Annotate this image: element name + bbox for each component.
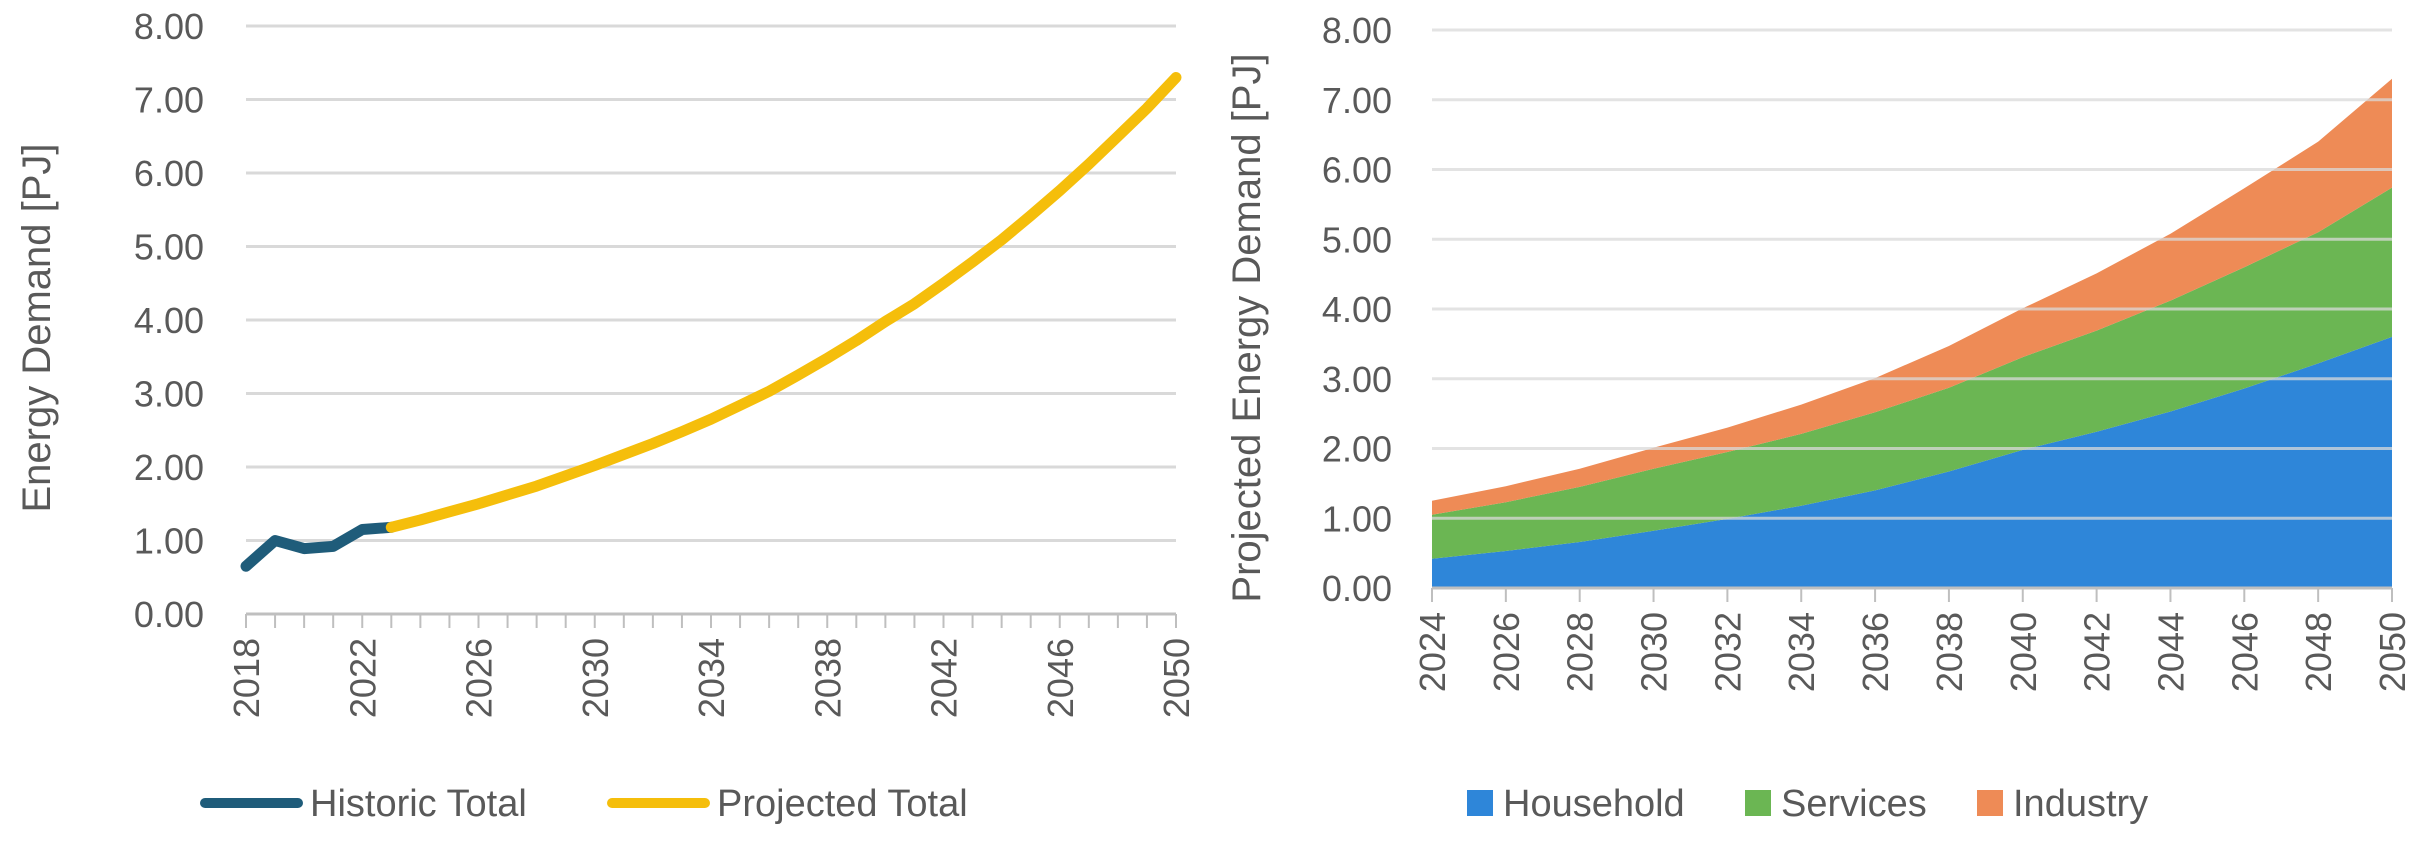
series-line-projected-total (385, 72, 1182, 533)
x-tick-label: 2034 (691, 638, 732, 718)
x-tick-label: 2026 (1486, 612, 1527, 692)
y-tick-label: 4.00 (134, 300, 204, 341)
x-tick-label: 2044 (2150, 612, 2191, 692)
y-axis-title: Projected Energy Demand [PJ] (1225, 53, 1269, 602)
y-tick-label: 3.00 (134, 374, 204, 415)
x-tick-label: 2050 (2372, 612, 2413, 692)
chart-energy-demand: 2018 2022 2026 2030 2034 2038 2042 2046 2050 0.0… (15, 6, 1197, 825)
grid-lines (1432, 28, 2392, 520)
y-tick-labels: 0.00 1.00 2.00 3.00 4.00 5.00 6.00 7.00 8.00 (134, 6, 204, 635)
legend: Household Services Industry (1467, 783, 2148, 825)
x-tick-label: 2030 (1634, 612, 1675, 692)
y-tick-label: 1.00 (134, 521, 204, 562)
stacked-areas (1432, 78, 2392, 588)
grid-lines (246, 24, 1176, 542)
y-tick-labels: 0.00 1.00 2.00 3.00 4.00 5.00 6.00 7.00 8.00 (1322, 10, 1392, 609)
x-tick-label: 2038 (807, 638, 848, 718)
x-tick-label: 2022 (342, 638, 383, 718)
x-tick-label: 2034 (1781, 612, 1822, 692)
area-household (1432, 336, 2392, 588)
series-lines (240, 72, 1182, 572)
series-line-historic-total (240, 521, 397, 572)
x-tick-label: 2026 (459, 638, 500, 718)
y-tick-label: 6.00 (134, 153, 204, 194)
x-tick-label: 2048 (2298, 612, 2339, 692)
area-services (1432, 187, 2392, 559)
x-tick-label: 2028 (1560, 612, 1601, 692)
y-tick-label: 7.00 (134, 80, 204, 121)
y-tick-label: 0.00 (134, 594, 204, 635)
legend-swatch-household (1467, 790, 1493, 816)
x-tick-label: 2038 (1929, 612, 1970, 692)
x-tick-label: 2024 (1412, 612, 1453, 692)
x-tick-label: 2040 (2003, 612, 2044, 692)
legend: Historic Total Projected Total (200, 783, 968, 825)
x-tick-label: 2046 (1040, 638, 1081, 718)
y-tick-label: 2.00 (1322, 429, 1392, 470)
x-tick-label: 2050 (1156, 638, 1197, 718)
y-tick-label: 1.00 (1322, 498, 1392, 539)
legend-label-historic-total: Historic Total (310, 783, 527, 825)
y-tick-label: 3.00 (1322, 359, 1392, 400)
y-tick-label: 8.00 (1322, 10, 1392, 51)
legend-swatch-services (1745, 790, 1771, 816)
y-tick-label: 6.00 (1322, 150, 1392, 191)
legend-label-projected-total: Projected Total (717, 783, 968, 825)
legend-label-services: Services (1781, 783, 1927, 825)
legend-label-industry: Industry (2013, 783, 2148, 825)
y-tick-label: 4.00 (1322, 289, 1392, 330)
y-tick-label: 0.00 (1322, 568, 1392, 609)
x-tick-label: 2046 (2224, 612, 2265, 692)
x-axis: 2018 2022 2026 2030 2034 2038 2042 2046 2050 (226, 612, 1197, 718)
legend-label-household: Household (1503, 783, 1685, 825)
y-tick-label: 8.00 (134, 6, 204, 47)
x-tick-label: 2030 (575, 638, 616, 718)
legend-swatch-industry (1977, 790, 2003, 816)
x-axis: 2024 2026 2028 2030 2032 2034 2036 2038 2040 2042… (1412, 586, 2413, 692)
x-tick-label: 2018 (226, 638, 267, 718)
y-tick-label: 2.00 (134, 447, 204, 488)
y-axis-title: Energy Demand [PJ] (15, 143, 59, 512)
y-tick-label: 7.00 (1322, 80, 1392, 121)
x-tick-label: 2042 (2077, 612, 2118, 692)
x-tick-label: 2042 (924, 638, 965, 718)
x-tick-label: 2032 (1707, 612, 1748, 692)
x-tick-label: 2036 (1855, 612, 1896, 692)
y-tick-label: 5.00 (1322, 219, 1392, 260)
y-tick-label: 5.00 (134, 227, 204, 268)
